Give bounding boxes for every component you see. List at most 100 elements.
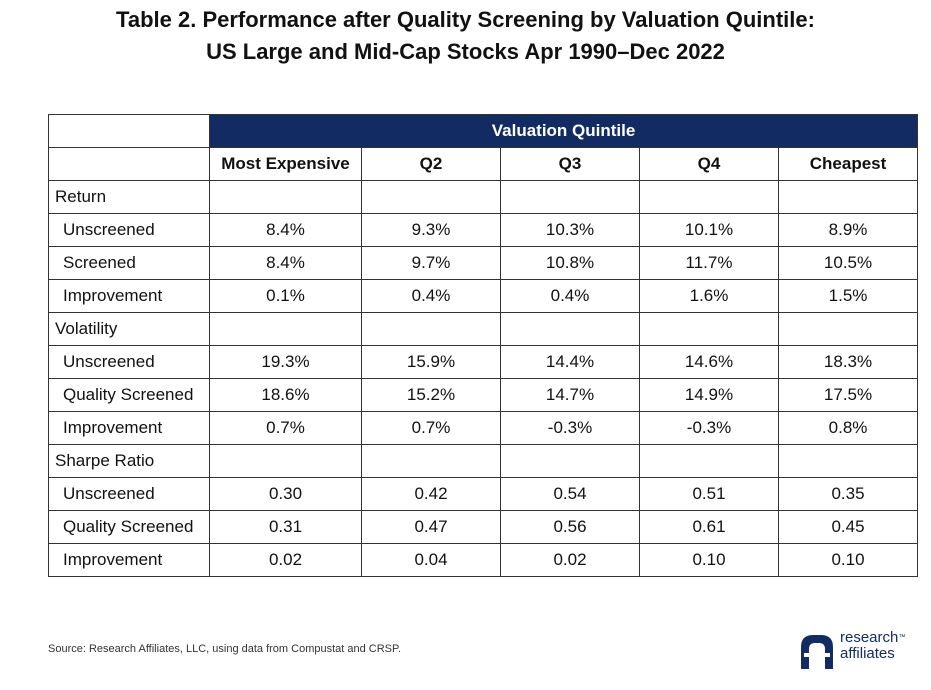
empty-cell bbox=[639, 444, 779, 478]
column-header-row: Most Expensive Q2 Q3 Q4 Cheapest bbox=[48, 147, 919, 181]
section-row: Return bbox=[48, 180, 919, 214]
empty-cell bbox=[639, 180, 779, 214]
table-cell: 9.3% bbox=[361, 213, 501, 247]
empty-cell bbox=[361, 444, 501, 478]
logo-trademark: ™ bbox=[898, 634, 906, 641]
column-header: Q4 bbox=[639, 147, 779, 181]
table-cell: 14.4% bbox=[500, 345, 640, 379]
empty-cell bbox=[777, 312, 919, 346]
column-header: Q3 bbox=[500, 147, 640, 181]
table-cell: 0.54 bbox=[500, 477, 640, 511]
row-label: Unscreened bbox=[48, 477, 210, 511]
table-cell: 0.10 bbox=[777, 543, 919, 577]
table-cell: 0.31 bbox=[209, 510, 362, 544]
table-cell: 14.7% bbox=[500, 378, 640, 412]
table-cell: 0.1% bbox=[209, 279, 362, 313]
table-row: Improvement 0.02 0.04 0.02 0.10 0.10 bbox=[48, 543, 919, 577]
table-cell: 15.2% bbox=[361, 378, 501, 412]
row-label: Quality Screened bbox=[48, 378, 210, 412]
empty-cell bbox=[500, 180, 640, 214]
table-cell: 10.3% bbox=[500, 213, 640, 247]
table-cell: 0.10 bbox=[639, 543, 779, 577]
empty-cell bbox=[361, 180, 501, 214]
empty-cell bbox=[777, 444, 919, 478]
row-label: Improvement bbox=[48, 279, 210, 313]
row-label: Improvement bbox=[48, 543, 210, 577]
table-cell: 17.5% bbox=[777, 378, 919, 412]
title-line-1: Table 2. Performance after Quality Scree… bbox=[116, 7, 815, 32]
table-row: Improvement 0.7% 0.7% -0.3% -0.3% 0.8% bbox=[48, 411, 919, 445]
empty-cell bbox=[361, 312, 501, 346]
table-cell: 0.30 bbox=[209, 477, 362, 511]
empty-cell bbox=[500, 444, 640, 478]
table-cell: 0.7% bbox=[209, 411, 362, 445]
row-label: Quality Screened bbox=[48, 510, 210, 544]
table-cell: 14.9% bbox=[639, 378, 779, 412]
table-cell: 0.45 bbox=[777, 510, 919, 544]
table-cell: 1.6% bbox=[639, 279, 779, 313]
table-cell: 10.1% bbox=[639, 213, 779, 247]
empty-cell bbox=[639, 312, 779, 346]
table-row: Unscreened 19.3% 15.9% 14.4% 14.6% 18.3% bbox=[48, 345, 919, 379]
table-cell: 8.4% bbox=[209, 246, 362, 280]
table-row: Quality Screened 0.31 0.47 0.56 0.61 0.45 bbox=[48, 510, 919, 544]
table-cell: 0.47 bbox=[361, 510, 501, 544]
table-cell: 15.9% bbox=[361, 345, 501, 379]
section-label: Sharpe Ratio bbox=[48, 444, 210, 478]
column-header: Q2 bbox=[361, 147, 501, 181]
table-cell: 0.7% bbox=[361, 411, 501, 445]
table-cell: 0.02 bbox=[209, 543, 362, 577]
column-header: Most Expensive bbox=[209, 147, 362, 181]
section-label: Volatility bbox=[48, 312, 210, 346]
valuation-quintile-band: Valuation Quintile bbox=[208, 114, 919, 148]
table-cell: 10.5% bbox=[777, 246, 919, 280]
section-row: Volatility bbox=[48, 312, 919, 346]
research-affiliates-logo-mark-icon bbox=[801, 635, 833, 669]
research-affiliates-logo: research™ affiliates bbox=[799, 627, 917, 673]
empty-cell bbox=[777, 180, 919, 214]
empty-cell bbox=[500, 312, 640, 346]
empty-cell bbox=[209, 444, 362, 478]
table-title: Table 2. Performance after Quality Scree… bbox=[0, 4, 931, 68]
table-row: Screened 8.4% 9.7% 10.8% 11.7% 10.5% bbox=[48, 246, 919, 280]
table-cell: 8.4% bbox=[209, 213, 362, 247]
table-row: Quality Screened 18.6% 15.2% 14.7% 14.9% 17.5… bbox=[48, 378, 919, 412]
band-header-row: Valuation Quintile bbox=[48, 114, 919, 148]
table-cell: 14.6% bbox=[639, 345, 779, 379]
table-cell: -0.3% bbox=[639, 411, 779, 445]
empty-cell bbox=[209, 180, 362, 214]
row-label: Improvement bbox=[48, 411, 210, 445]
table-cell: 19.3% bbox=[209, 345, 362, 379]
table-cell: 0.51 bbox=[639, 477, 779, 511]
table-cell: 0.61 bbox=[639, 510, 779, 544]
table-cell: 0.56 bbox=[500, 510, 640, 544]
table-cell: 0.42 bbox=[361, 477, 501, 511]
table-cell: 0.35 bbox=[777, 477, 919, 511]
table-cell: 10.8% bbox=[500, 246, 640, 280]
table-cell: 0.4% bbox=[361, 279, 501, 313]
header-corner-cell bbox=[48, 147, 210, 181]
table-cell: 0.04 bbox=[361, 543, 501, 577]
table-cell: 18.3% bbox=[777, 345, 919, 379]
table-body: Return Unscreened 8.4% 9.3% 10.3% 10.1% 8.9% Sc… bbox=[48, 180, 919, 577]
table-cell: 0.02 bbox=[500, 543, 640, 577]
section-label: Return bbox=[48, 180, 210, 214]
header-corner-cell bbox=[48, 114, 210, 148]
table-cell: 8.9% bbox=[777, 213, 919, 247]
table-cell: 9.7% bbox=[361, 246, 501, 280]
table-row: Unscreened 0.30 0.42 0.54 0.51 0.35 bbox=[48, 477, 919, 511]
table-row: Improvement 0.1% 0.4% 0.4% 1.6% 1.5% bbox=[48, 279, 919, 313]
table-cell: 0.4% bbox=[500, 279, 640, 313]
section-row: Sharpe Ratio bbox=[48, 444, 919, 478]
title-line-2: US Large and Mid-Cap Stocks Apr 1990–Dec… bbox=[206, 39, 725, 64]
performance-table: Valuation Quintile Most Expensive Q2 Q3 … bbox=[48, 114, 919, 577]
table-cell: 1.5% bbox=[777, 279, 919, 313]
table-cell: -0.3% bbox=[500, 411, 640, 445]
source-note: Source: Research Affiliates, LLC, using … bbox=[48, 643, 401, 655]
row-label: Unscreened bbox=[48, 213, 210, 247]
logo-line-2: affiliates bbox=[840, 645, 895, 662]
column-header: Cheapest bbox=[777, 147, 919, 181]
table-cell: 0.8% bbox=[777, 411, 919, 445]
row-label: Screened bbox=[48, 246, 210, 280]
row-label: Unscreened bbox=[48, 345, 210, 379]
